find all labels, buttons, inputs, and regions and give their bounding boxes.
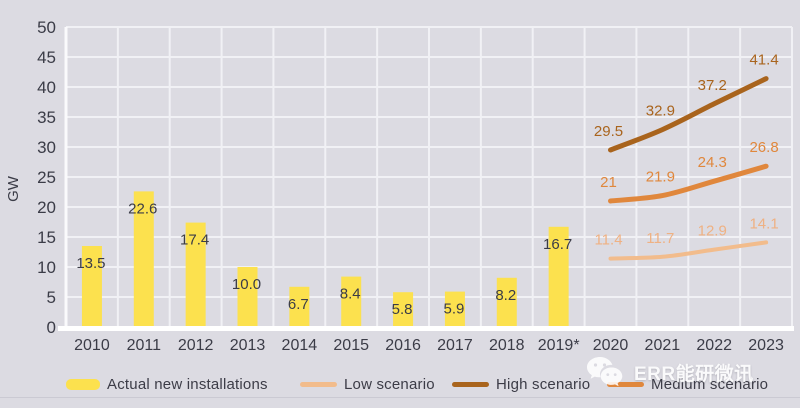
y-axis-title: GW — [5, 175, 22, 202]
legend-swatch — [607, 382, 644, 387]
line-value-label: 37.2 — [698, 77, 727, 94]
x-tick-label-2022: 2022 — [696, 337, 732, 354]
bar-value-label: 5.9 — [443, 301, 464, 318]
line-value-label: 29.5 — [594, 123, 623, 140]
y-tick-label: 25 — [37, 168, 56, 187]
y-tick-label: 30 — [37, 138, 56, 157]
legend-swatch — [300, 382, 337, 387]
bar-value-label: 5.8 — [392, 301, 413, 318]
y-tick-label: 15 — [37, 228, 56, 247]
y-tick-label: 0 — [47, 318, 56, 337]
x-tick-label-2011: 2011 — [127, 337, 162, 354]
bar-2010 — [81, 246, 102, 327]
y-tick-label: 50 — [37, 18, 56, 37]
legend-swatch — [452, 382, 489, 387]
y-tick-label: 20 — [37, 198, 56, 217]
legend-label: Medium scenario — [651, 376, 769, 393]
x-tick-label-2020: 2020 — [593, 337, 629, 354]
x-tick-label-2010: 2010 — [74, 337, 110, 354]
bar-value-label: 8.4 — [340, 286, 361, 303]
bar-value-label: 22.6 — [128, 200, 157, 217]
y-tick-label: 10 — [37, 258, 56, 277]
x-tick-label-2014: 2014 — [282, 337, 318, 354]
legend-label: Actual new installations — [107, 376, 268, 393]
x-tick-label-2013: 2013 — [230, 337, 266, 354]
x-tick-label-2021: 2021 — [645, 337, 681, 354]
bar-2017 — [444, 291, 465, 327]
line-value-label: 24.3 — [698, 154, 727, 171]
line-value-label: 32.9 — [646, 103, 675, 120]
bar-value-label: 10.0 — [232, 276, 261, 293]
y-tick-label: 35 — [37, 108, 56, 127]
bar-value-label: 17.4 — [180, 232, 209, 249]
y-tick-label: 5 — [47, 288, 56, 307]
bar-2016 — [393, 292, 414, 327]
x-tick-label-2012: 2012 — [178, 337, 214, 354]
bar-2019* — [548, 226, 569, 327]
bar-value-label: 16.7 — [543, 236, 572, 253]
bar-2014 — [289, 286, 310, 327]
line-value-label: 11.4 — [594, 232, 622, 249]
x-tick-label-2018: 2018 — [489, 337, 525, 354]
legend-item-actual-new-installations: Actual new installations — [66, 376, 268, 393]
y-tick-label: 40 — [37, 78, 56, 97]
x-tick-label-2017: 2017 — [437, 337, 473, 354]
bar-2015 — [341, 276, 362, 327]
bar-2012 — [185, 222, 206, 327]
y-tick-label: 45 — [37, 48, 56, 67]
bar-value-label: 13.5 — [76, 255, 105, 272]
line-low-scenario — [608, 240, 769, 261]
bar-value-label: 6.7 — [288, 296, 309, 313]
bar-2011 — [133, 191, 154, 327]
legend-label: High scenario — [496, 376, 591, 393]
x-tick-label-2023: 2023 — [748, 337, 784, 354]
bar-value-label: 8.2 — [495, 287, 516, 304]
legend-item-medium-scenario: Medium scenario — [607, 376, 768, 393]
legend-swatch — [66, 379, 100, 390]
line-value-label: 12.9 — [698, 223, 727, 240]
line-medium-scenario — [608, 163, 769, 204]
legend-item-high-scenario: High scenario — [452, 376, 590, 393]
x-tick-label-2019*: 2019* — [538, 337, 580, 354]
x-tick-label-2016: 2016 — [385, 337, 421, 354]
line-value-label: 26.8 — [749, 139, 778, 156]
line-high-scenario — [608, 76, 769, 153]
line-value-label: 21.9 — [646, 169, 675, 186]
legend-item-low-scenario: Low scenario — [300, 376, 435, 393]
line-value-label: 21 — [600, 174, 617, 191]
x-tick-label-2015: 2015 — [333, 337, 369, 354]
bar-2018 — [496, 277, 517, 327]
line-value-label: 41.4 — [749, 52, 778, 69]
line-value-label: 11.7 — [646, 230, 674, 247]
line-value-label: 14.1 — [749, 215, 778, 232]
bar-2013 — [237, 267, 258, 327]
bottom-divider — [0, 397, 800, 398]
x-axis-line — [58, 326, 794, 331]
legend-label: Low scenario — [344, 376, 435, 393]
